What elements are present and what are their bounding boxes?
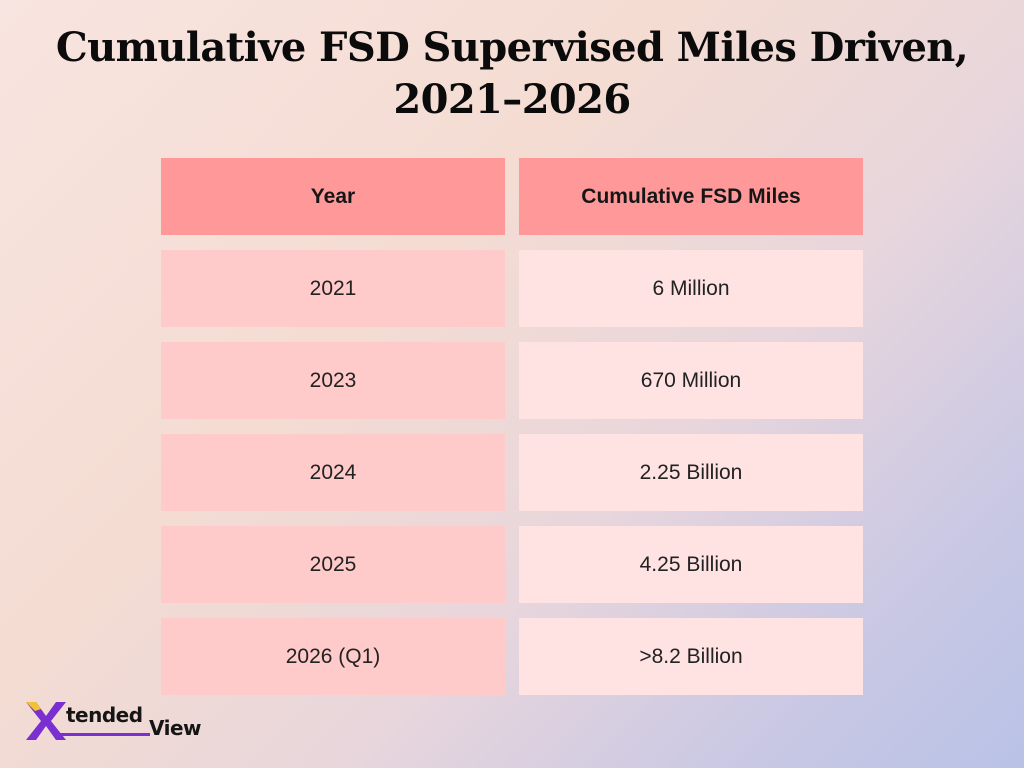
year-cell: 2026 (Q1) <box>161 618 505 695</box>
miles-cell: 2.25 Billion <box>519 434 863 511</box>
miles-cell: >8.2 Billion <box>519 618 863 695</box>
year-cell: 2023 <box>161 342 505 419</box>
table-row: 2026 (Q1) >8.2 Billion <box>161 618 863 695</box>
year-cell: 2025 <box>161 526 505 603</box>
table-header-row: Year Cumulative FSD Miles <box>161 158 863 235</box>
table-row: 2025 4.25 Billion <box>161 526 863 603</box>
miles-cell: 670 Million <box>519 342 863 419</box>
header-year: Year <box>161 158 505 235</box>
table-row: 2024 2.25 Billion <box>161 434 863 511</box>
x-logo-icon <box>26 702 66 740</box>
page-title: Cumulative FSD Supervised Miles Driven, … <box>0 22 1024 126</box>
logo-text-view: View <box>149 716 202 740</box>
miles-cell: 6 Million <box>519 250 863 327</box>
data-table: Year Cumulative FSD Miles 2021 6 Million… <box>161 158 863 710</box>
year-cell: 2021 <box>161 250 505 327</box>
title-line-2: 2021–2026 <box>393 76 631 123</box>
header-miles: Cumulative FSD Miles <box>519 158 863 235</box>
brand-logo: tended View <box>24 700 224 750</box>
logo-text-tended: tended <box>66 703 143 727</box>
table-row: 2023 670 Million <box>161 342 863 419</box>
miles-cell: 4.25 Billion <box>519 526 863 603</box>
year-cell: 2024 <box>161 434 505 511</box>
title-line-1: Cumulative FSD Supervised Miles Driven, <box>55 24 969 71</box>
logo-underline <box>60 733 150 736</box>
table-row: 2021 6 Million <box>161 250 863 327</box>
